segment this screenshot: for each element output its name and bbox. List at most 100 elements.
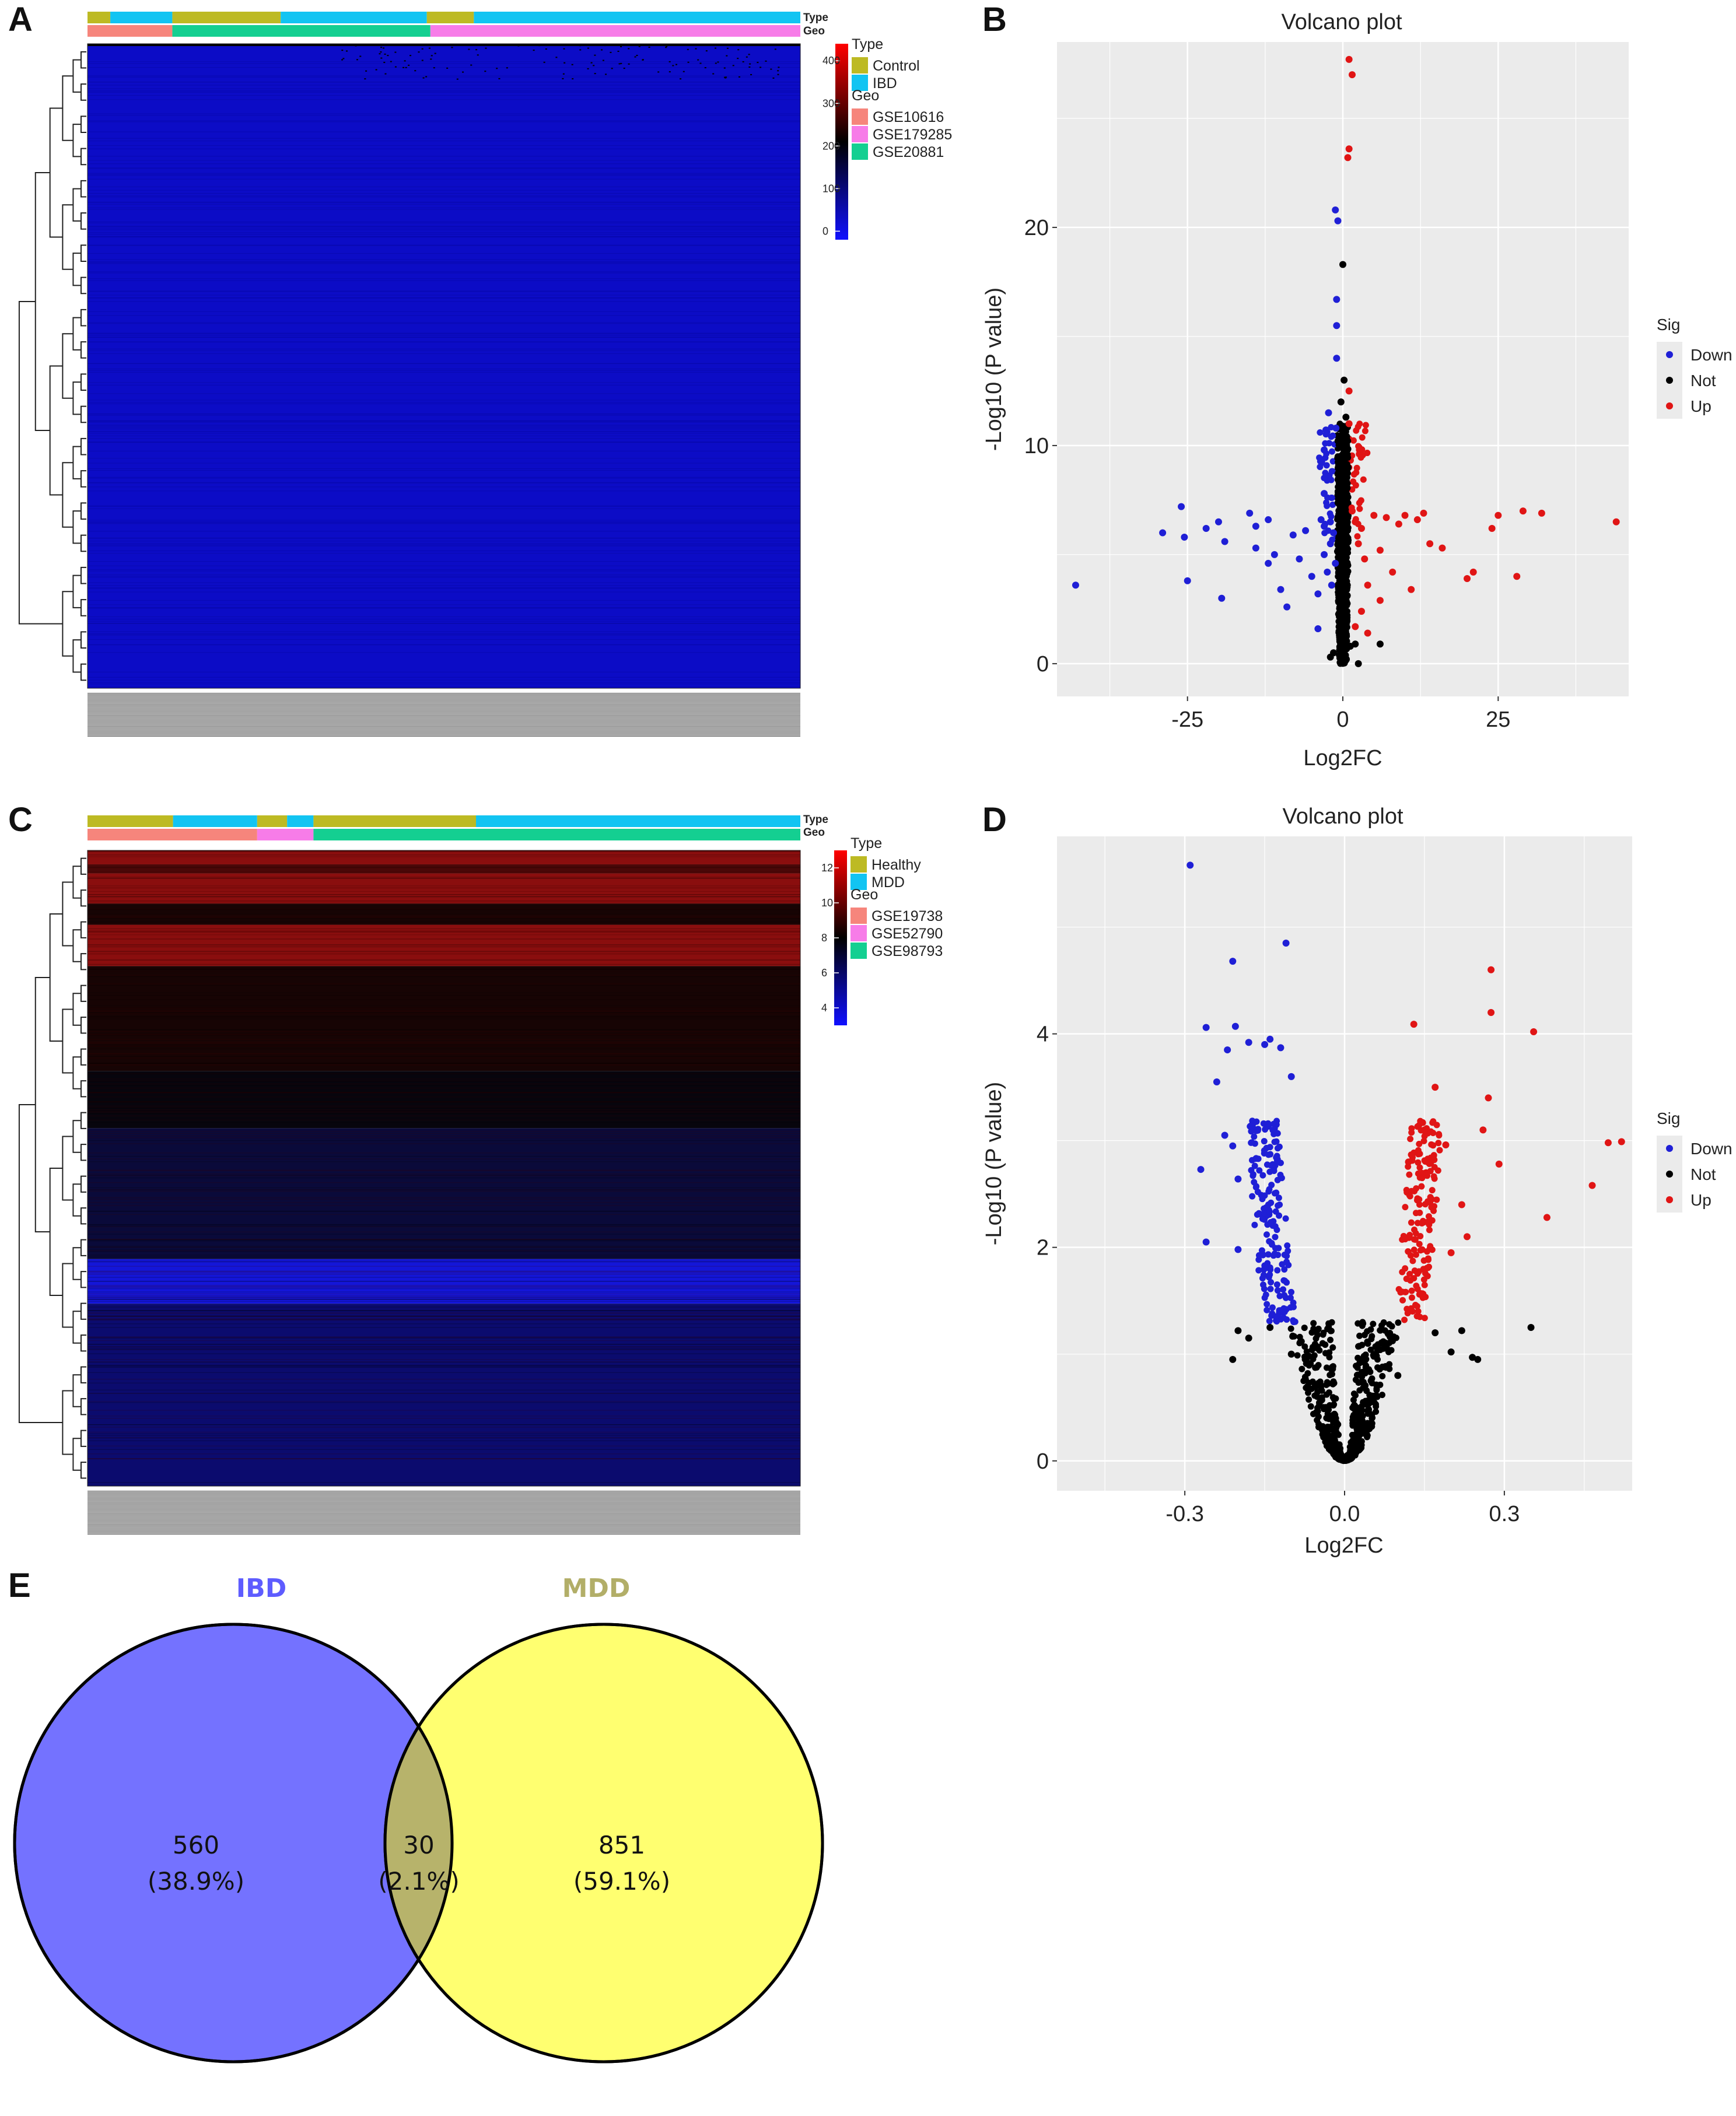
heatmap-texture (88, 851, 800, 852)
heatmap-texture (88, 1239, 800, 1241)
heatmap-dark-cell (623, 68, 625, 69)
heatmap-texture (88, 1312, 800, 1313)
heatmap-texture (88, 1112, 800, 1113)
volcano-point-up (1413, 1185, 1420, 1192)
volcano-point-up (1416, 1313, 1423, 1320)
legend-swatch (852, 108, 868, 125)
volcano-point-down (1261, 1262, 1268, 1269)
volcano-point-up (1618, 1138, 1625, 1145)
volcano-point-up (1348, 507, 1356, 515)
volcano-point-up (1412, 1251, 1419, 1258)
volcano-point-up (1488, 966, 1495, 973)
legend-item-label: GSE52790 (872, 926, 943, 942)
volcano-point-down (1234, 1175, 1242, 1183)
heatmap-texture (88, 1169, 800, 1171)
heatmap-texture (88, 323, 800, 324)
heatmap-texture (88, 1043, 800, 1045)
volcano-point-not (1339, 464, 1346, 471)
heatmap-dark-cell (579, 49, 582, 51)
volcano-point-up (1357, 525, 1365, 532)
heatmap-dark-cell (383, 47, 385, 49)
heatmap-dark-cell (717, 61, 719, 63)
legend-key-not (1666, 377, 1673, 384)
dendrogram-branch (62, 1390, 74, 1455)
heatmap-texture (88, 959, 800, 961)
legend-key-down (1666, 351, 1673, 358)
column-label-line (88, 699, 800, 700)
volcano-point-down (1321, 551, 1328, 558)
legend-title: Sig (1657, 316, 1680, 334)
volcano-point-not (1306, 1362, 1312, 1369)
heatmap-dark-cell (571, 64, 573, 65)
volcano-point-down (1325, 409, 1332, 416)
volcano-point-not (1341, 507, 1349, 515)
column-label-line (88, 1509, 800, 1511)
heatmap-dark-cell (446, 67, 449, 69)
heatmap-texture (88, 1063, 800, 1064)
legend-key-up (1666, 402, 1673, 409)
volcano-point-up (1415, 1170, 1422, 1177)
volcano-point-down (1277, 1044, 1284, 1052)
heatmap-texture (88, 1101, 800, 1102)
heatmap-dark-cell (620, 45, 622, 47)
heatmap-texture (88, 195, 800, 197)
dendrogram-branch (72, 929, 81, 962)
heatmap-texture (88, 971, 800, 972)
heatmap-texture (88, 1143, 800, 1144)
heatmap-c-colorbar: 12 10 8 6 4 (821, 850, 847, 1025)
volcano-point-not (1344, 519, 1351, 526)
volcano-point-up (1429, 1187, 1436, 1194)
dendrogram-branch (80, 470, 86, 488)
heatmap-texture (88, 891, 800, 892)
volcano-point-up (1519, 507, 1527, 515)
heatmap-texture (88, 639, 800, 640)
volcano-point-not (1394, 1372, 1402, 1379)
heatmap-texture (88, 1073, 800, 1074)
heatmap-dark-cell (682, 71, 685, 72)
heatmap-a-geo-label: Geo (803, 25, 825, 37)
legend-item-label: GSE19738 (872, 908, 943, 924)
volcano-point-down (1234, 1246, 1242, 1253)
heatmap-dark-cell (356, 59, 358, 61)
heatmap-texture (88, 959, 800, 961)
dendrogram-branch (80, 1271, 86, 1288)
heatmap-texture (88, 363, 800, 365)
dendrogram-branch (80, 212, 86, 230)
heatmap-texture (88, 850, 800, 852)
volcano-point-not (1374, 1364, 1381, 1371)
panel-label-c: C (8, 801, 33, 839)
dendrogram-branch (72, 381, 81, 415)
column-label-line (88, 736, 800, 737)
heatmap-texture (88, 271, 800, 272)
volcano-point-up (1345, 387, 1353, 395)
volcano-point-not (1301, 1343, 1308, 1350)
volcano-point-not (1324, 1439, 1331, 1446)
volcano-point-down (1266, 1035, 1274, 1043)
volcano-point-not (1331, 1401, 1338, 1408)
heatmap-texture (88, 1359, 800, 1360)
volcano-point-down (1268, 1199, 1275, 1206)
volcano-point-down (1221, 1131, 1228, 1139)
heatmap-dark-cell (421, 48, 424, 50)
heatmap-texture (88, 587, 800, 588)
heatmap-dark-cell (470, 64, 473, 66)
volcano-point-down (1317, 429, 1324, 436)
heatmap-dark-cell (777, 70, 779, 72)
heatmap-texture (88, 954, 800, 955)
heatmap-texture (88, 278, 800, 279)
dendrogram-branch (72, 1374, 81, 1407)
dendrogram-branch (72, 446, 81, 479)
volcano-point-up (1436, 1132, 1443, 1139)
volcano-point-down (1289, 531, 1297, 539)
volcano-point-down (1322, 440, 1329, 447)
column-label-line (88, 706, 800, 707)
heatmap-texture (88, 1046, 800, 1047)
dendrogram-branch (80, 115, 86, 133)
volcano-point-not (1358, 1403, 1365, 1410)
volcano-point-not (1333, 1424, 1340, 1431)
column-label-line (88, 728, 800, 729)
volcano-point-down (1282, 1215, 1289, 1222)
volcano-point-down (1290, 1317, 1297, 1324)
heatmap-dark-cell (672, 65, 674, 66)
